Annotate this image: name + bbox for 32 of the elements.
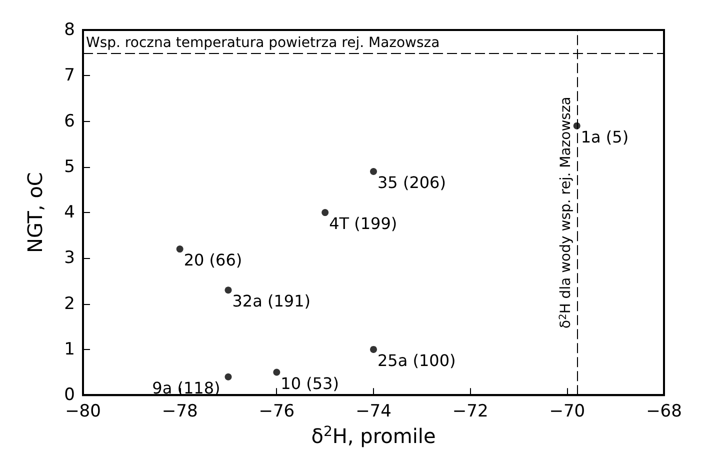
annotation: 9a (118) bbox=[152, 378, 220, 398]
y-axis-title: NGT, oC bbox=[23, 172, 47, 253]
y-tick-label: 7 bbox=[64, 66, 75, 86]
point bbox=[224, 373, 232, 380]
point bbox=[370, 346, 377, 353]
annotation: 10 (53) bbox=[280, 374, 339, 393]
point bbox=[370, 168, 377, 175]
y-tick-label: 3 bbox=[64, 248, 75, 268]
point bbox=[176, 246, 184, 253]
x-tick-label: −78 bbox=[162, 402, 198, 422]
annotation: 25a (100) bbox=[378, 350, 456, 370]
x-tick-label: −68 bbox=[646, 402, 682, 422]
annotation: 1a (5) bbox=[580, 127, 629, 146]
y-tick-label: 4 bbox=[64, 202, 75, 223]
annotation: 32a (191) bbox=[232, 292, 311, 311]
x-tick-label: −74 bbox=[356, 402, 392, 422]
y-tick-label: 2 bbox=[64, 294, 75, 314]
point bbox=[273, 368, 280, 376]
y-tick-label: 1 bbox=[64, 339, 75, 360]
y-tick-label: 5 bbox=[64, 156, 75, 177]
y-tick-label: 6 bbox=[64, 111, 75, 132]
y-tick-label: 8 bbox=[64, 20, 75, 40]
annotation: 35 (206) bbox=[378, 172, 446, 192]
x-tick-label: −72 bbox=[452, 402, 488, 422]
x-tick-label: −76 bbox=[258, 402, 295, 422]
point bbox=[224, 286, 232, 294]
ref-line-label: δ2H dla wody wsp. rej. Mazowsza bbox=[558, 96, 574, 328]
x-tick-label: −70 bbox=[549, 402, 586, 422]
annotation: 20 (66) bbox=[184, 250, 242, 270]
point bbox=[322, 209, 329, 216]
ref-line-label: Wsp. roczna temperatura powietrza rej. Mazowsza bbox=[86, 34, 440, 51]
annotation: 4T (199) bbox=[329, 214, 398, 234]
